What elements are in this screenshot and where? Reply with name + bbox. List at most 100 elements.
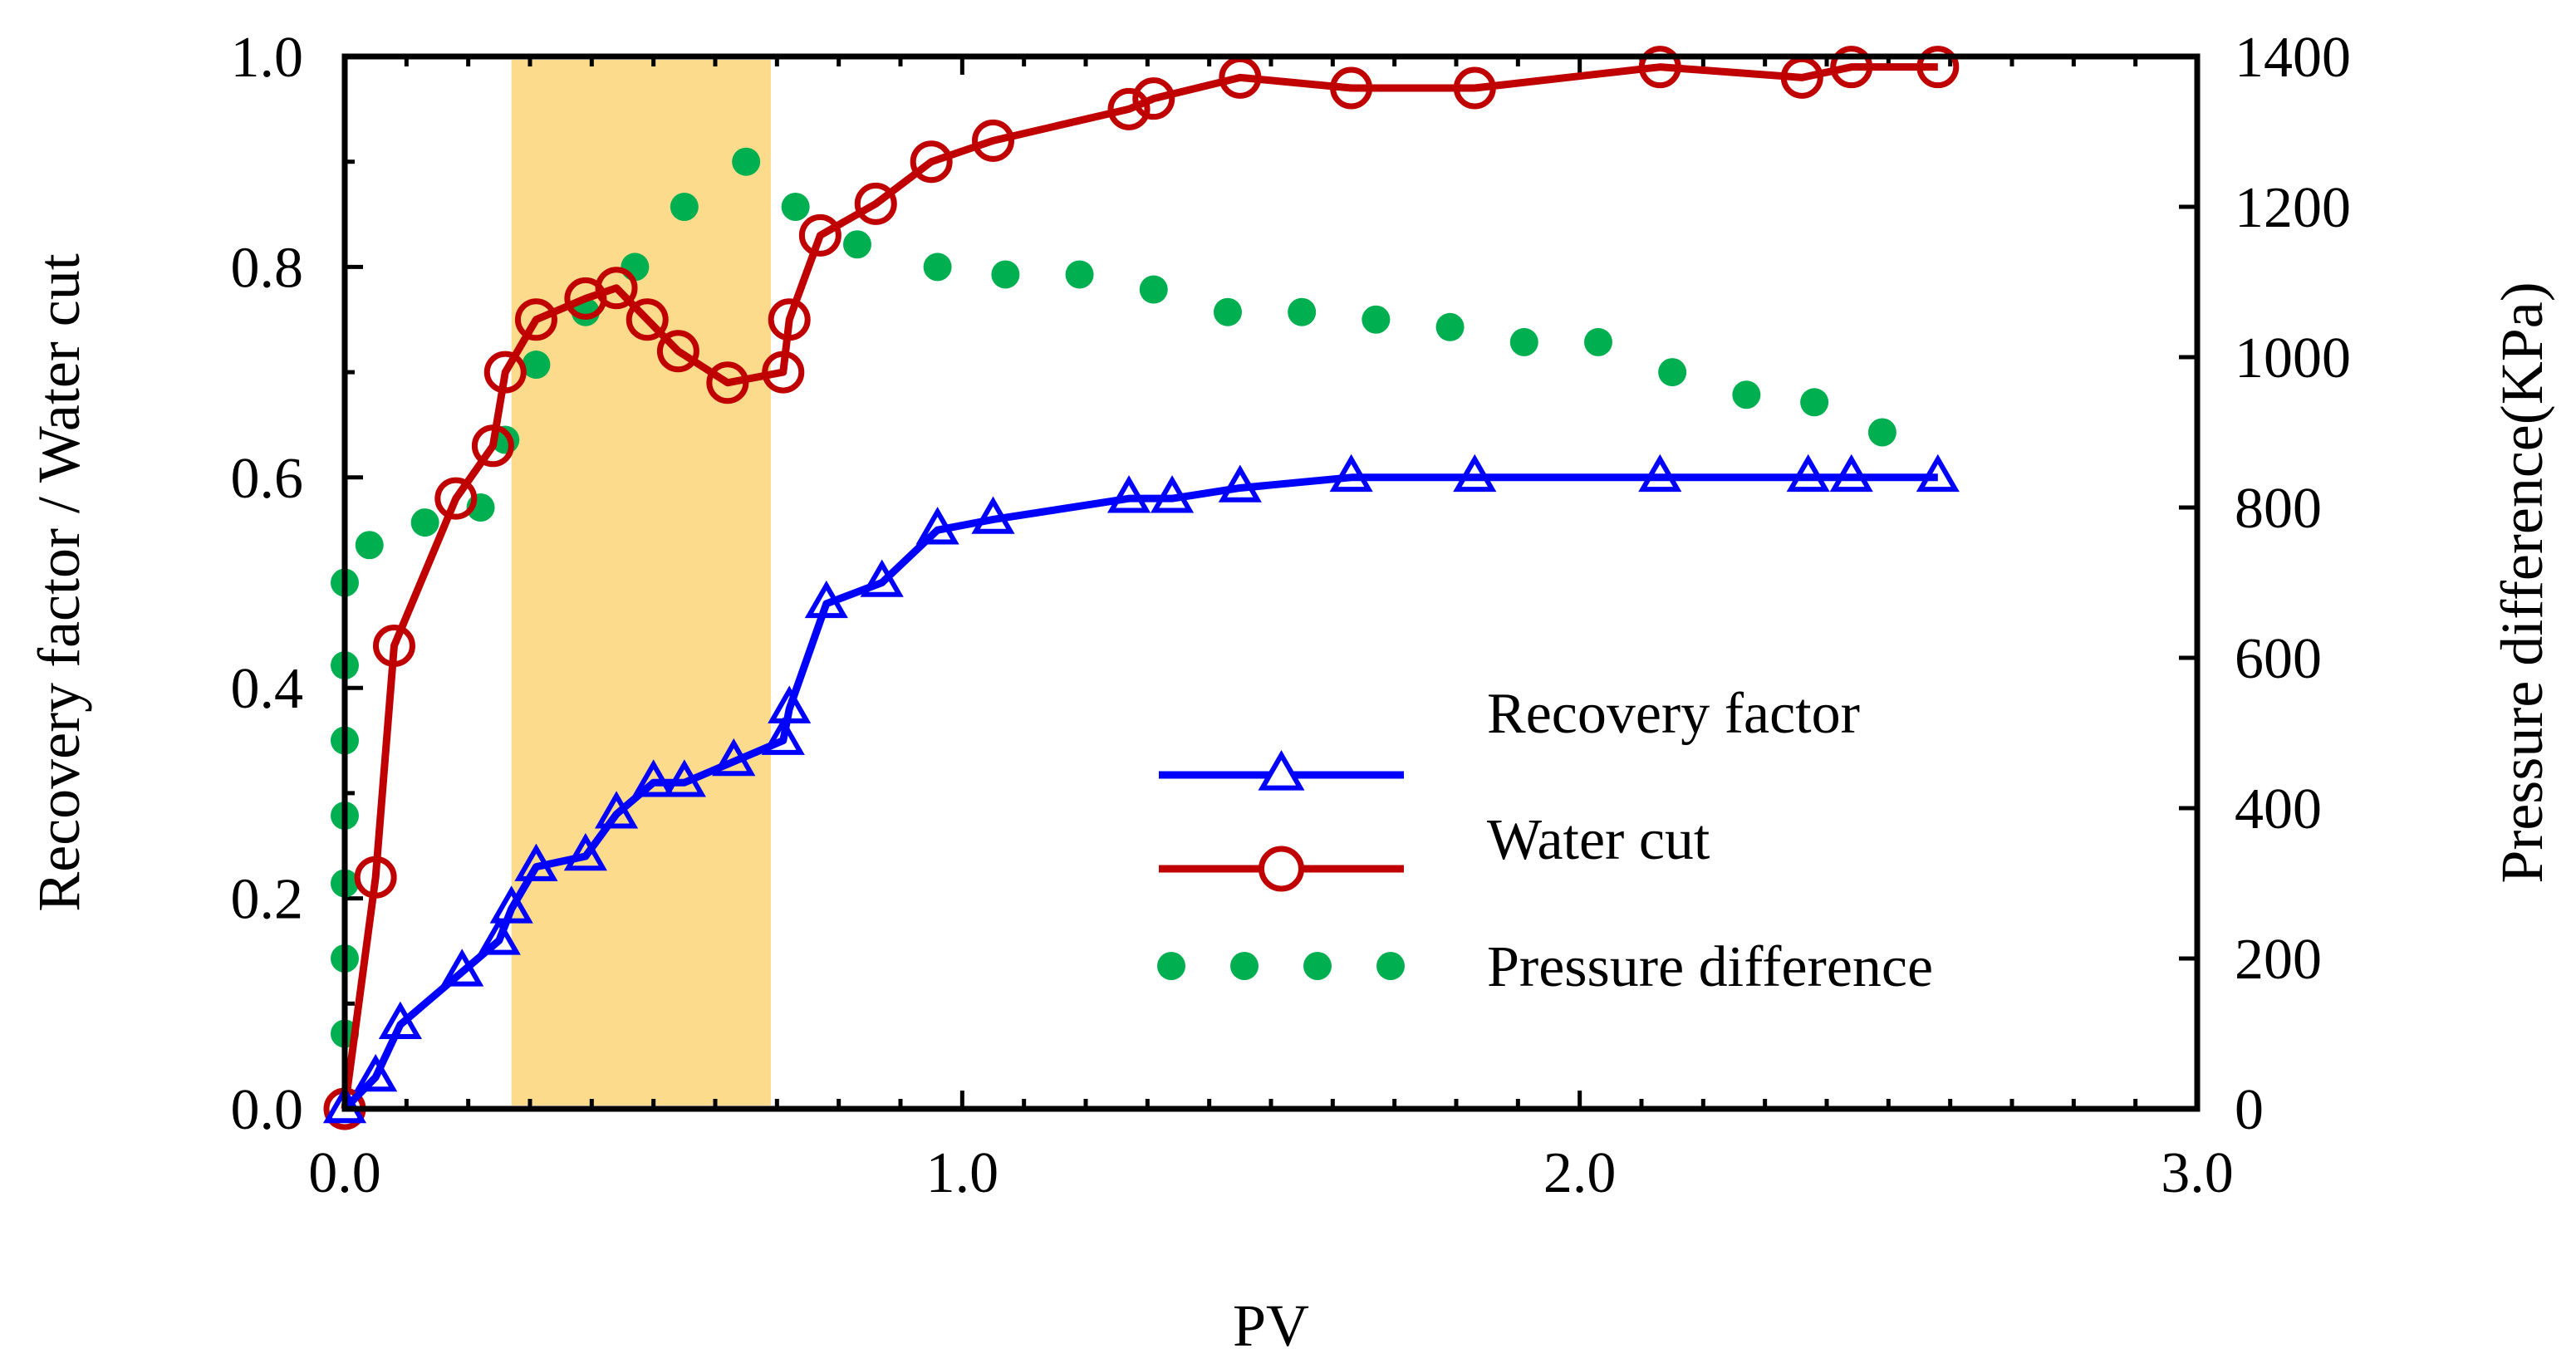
water-cut-point — [1330, 66, 1373, 110]
recovery-factor-point — [514, 843, 558, 881]
y-axis-left-title: Recovery factor / Water cut — [26, 253, 92, 912]
water-cut-point — [434, 477, 478, 520]
pressure-difference-point — [781, 193, 810, 221]
recovery-factor-point — [1329, 454, 1373, 493]
pressure-difference-point — [1732, 380, 1761, 409]
recovery-factor-point — [1218, 464, 1262, 503]
pressure-difference-point — [1362, 305, 1391, 334]
legend-marker-pressure-difference — [1157, 952, 1185, 980]
pressure-difference-point — [991, 260, 1020, 289]
y-left-tick-label: 0.6 — [231, 447, 304, 511]
x-tick-label: 3.0 — [2161, 1141, 2234, 1205]
pressure-difference-point — [732, 147, 761, 176]
legend-marker-recovery-factor — [1258, 749, 1305, 791]
x-tick-label: 2.0 — [1543, 1141, 1617, 1205]
y-left-tick-label: 1.0 — [231, 26, 304, 90]
x-tick-label: 0.0 — [308, 1141, 381, 1205]
water-cut-point — [514, 298, 557, 341]
pressure-difference-point — [1800, 388, 1829, 417]
recovery-factor-point — [761, 717, 805, 755]
water-cut-point — [1132, 77, 1175, 120]
recovery-factor-point — [1106, 475, 1151, 513]
legend: Recovery factor Water cut Pressure differe… — [1157, 682, 1933, 999]
recovery-factor-point — [768, 685, 812, 723]
y-right-tick-label: 0 — [2235, 1078, 2264, 1142]
water-cut-point — [768, 298, 811, 341]
legend-marker-pressure-difference — [1303, 952, 1332, 980]
pressure-difference-point — [355, 531, 384, 560]
recovery-factor-point — [1638, 454, 1682, 493]
water-cut-point — [483, 351, 527, 394]
recovery-factor-point — [860, 559, 904, 597]
pressure-difference-point — [670, 193, 699, 221]
legend-marker-pressure-difference — [1230, 952, 1259, 980]
recovery-factor-point — [631, 759, 675, 797]
water-cut-point — [1780, 56, 1823, 99]
recovery-factor-point — [354, 1053, 398, 1092]
recovery-factor-point — [322, 1085, 367, 1124]
recovery-factor-point — [1829, 454, 1873, 493]
y-right-tick-label: 1000 — [2235, 326, 2351, 390]
pressure-difference-point — [1658, 358, 1687, 387]
y-right-tick-label: 800 — [2235, 477, 2322, 541]
water-cut-point — [798, 213, 841, 257]
water-cut-point — [1453, 66, 1496, 110]
y-left-tick-label: 0.2 — [231, 868, 304, 932]
highlight-band — [511, 60, 771, 1106]
plot-frame — [341, 53, 2201, 1112]
series-layer — [322, 46, 1960, 1130]
recovery-factor-point — [662, 759, 706, 797]
tick-labels-layer: 0.0 1.0 2.0 3.0 0.0 0.2 0.4 0.6 0.8 1.0 0 200 400 600… — [231, 26, 2352, 1205]
highlight-band-layer — [511, 60, 771, 1106]
recovery-factor-point — [1453, 454, 1497, 493]
water-cut-line — [341, 63, 1938, 1110]
y-right-tick-label: 600 — [2235, 627, 2322, 691]
pressure-difference-point — [522, 351, 551, 380]
water-cut-point — [626, 298, 669, 341]
water-cut-point — [1830, 46, 1873, 89]
pressure-difference-point — [1288, 297, 1317, 326]
x-axis-title: PV — [1233, 1292, 1309, 1359]
recovery-factor-point — [1786, 454, 1830, 493]
recovery-factor-point — [378, 1001, 422, 1039]
pressure-difference-point — [923, 252, 952, 282]
y-left-tick-label: 0.4 — [231, 657, 304, 721]
recovery-factor-point — [594, 791, 639, 829]
recovery-factor-point — [440, 949, 484, 987]
y-right-tick-label: 1200 — [2235, 176, 2351, 240]
pressure-difference-point — [1213, 297, 1242, 326]
water-cut-point — [1916, 46, 1960, 89]
water-cut-point — [471, 424, 514, 468]
pressure-difference-point — [1139, 275, 1168, 304]
water-cut-point — [595, 267, 638, 310]
legend-label-water-cut: Water cut — [1487, 808, 1710, 872]
water-cut-point — [1219, 56, 1262, 99]
water-cut-point — [706, 361, 749, 404]
recovery-factor-point — [915, 507, 959, 545]
water-cut-point — [910, 140, 953, 184]
y-right-tick-label: 400 — [2235, 777, 2322, 841]
water-cut-point — [656, 330, 699, 373]
pressure-difference-point — [842, 230, 871, 259]
recovery-factor-point — [1150, 475, 1195, 513]
recovery-factor-point — [563, 832, 607, 871]
water-cut-point — [1107, 87, 1151, 130]
recovery-factor-point — [804, 580, 848, 619]
recovery-factor-point — [971, 496, 1015, 534]
water-cut-point — [762, 351, 805, 394]
legend-marker-pressure-difference — [1376, 952, 1405, 980]
water-cut-point — [372, 625, 415, 668]
water-cut-point — [972, 119, 1014, 162]
y-left-tick-label: 0.0 — [231, 1078, 304, 1142]
recovery-factor-point — [712, 738, 756, 777]
legend-marker-water-cut — [1259, 846, 1304, 892]
pressure-difference-point — [1867, 418, 1896, 447]
y-left-tick-label: 0.8 — [231, 236, 304, 300]
x-tick-label: 1.0 — [926, 1141, 999, 1205]
legend-label-recovery-factor: Recovery factor — [1487, 682, 1860, 746]
pressure-difference-point — [1509, 327, 1538, 356]
y-axis-right-title: Pressure difference(KPa) — [2489, 282, 2555, 883]
water-cut-point — [1638, 46, 1681, 89]
pressure-difference-point — [1435, 312, 1465, 341]
